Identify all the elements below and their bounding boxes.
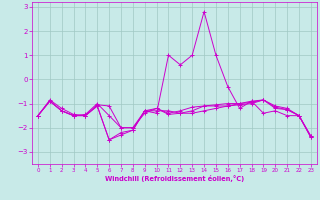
- X-axis label: Windchill (Refroidissement éolien,°C): Windchill (Refroidissement éolien,°C): [105, 175, 244, 182]
